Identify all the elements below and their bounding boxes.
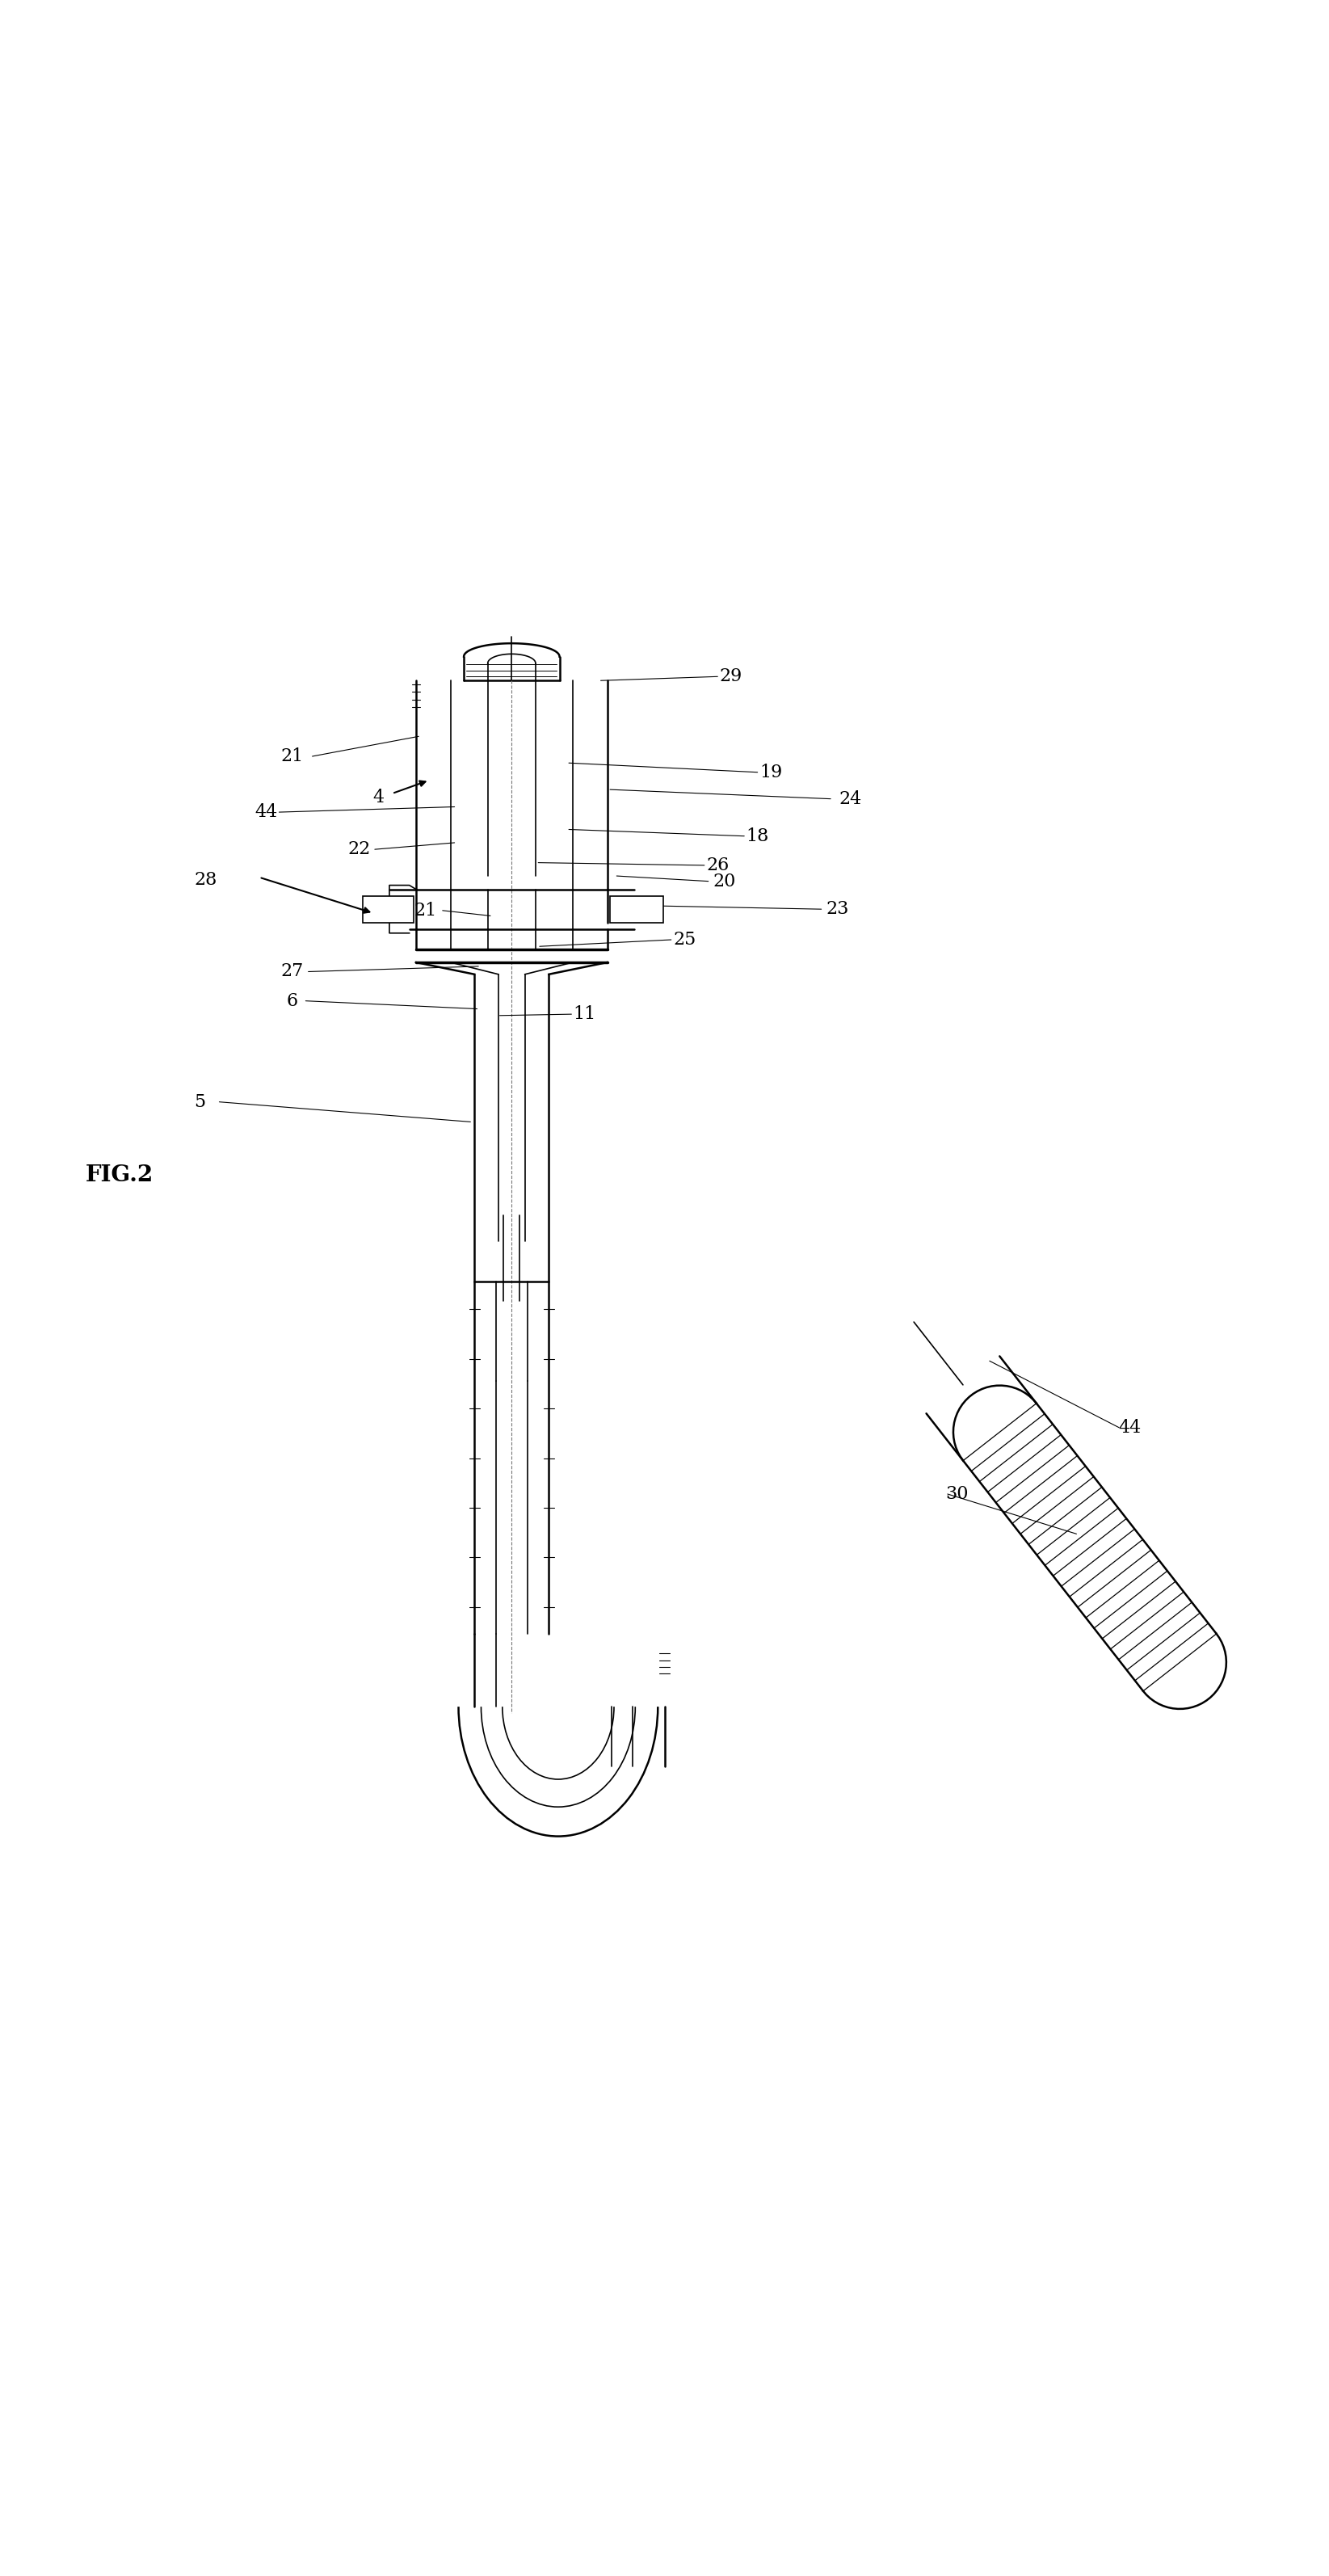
Bar bbox=[610, 896, 663, 922]
Text: 28: 28 bbox=[194, 871, 218, 889]
Text: 5: 5 bbox=[194, 1092, 205, 1110]
Text: 26: 26 bbox=[706, 855, 730, 873]
Text: 11: 11 bbox=[573, 1005, 597, 1023]
Text: 23: 23 bbox=[825, 899, 849, 917]
Text: 24: 24 bbox=[839, 791, 863, 809]
Text: 44: 44 bbox=[1118, 1419, 1142, 1437]
Text: 30: 30 bbox=[945, 1486, 969, 1502]
Text: 29: 29 bbox=[719, 667, 743, 685]
Text: 21: 21 bbox=[280, 747, 304, 765]
Text: FIG.2: FIG.2 bbox=[85, 1164, 154, 1185]
Bar bbox=[363, 896, 413, 922]
Text: 18: 18 bbox=[746, 827, 769, 845]
Text: 21: 21 bbox=[413, 902, 437, 920]
Text: 22: 22 bbox=[347, 840, 371, 858]
Text: 27: 27 bbox=[280, 963, 304, 981]
Text: 6: 6 bbox=[287, 992, 298, 1010]
Text: 19: 19 bbox=[759, 762, 783, 781]
Text: 44: 44 bbox=[254, 804, 278, 822]
Text: 25: 25 bbox=[672, 930, 696, 948]
Text: 4: 4 bbox=[373, 788, 384, 806]
Text: 20: 20 bbox=[712, 873, 736, 891]
